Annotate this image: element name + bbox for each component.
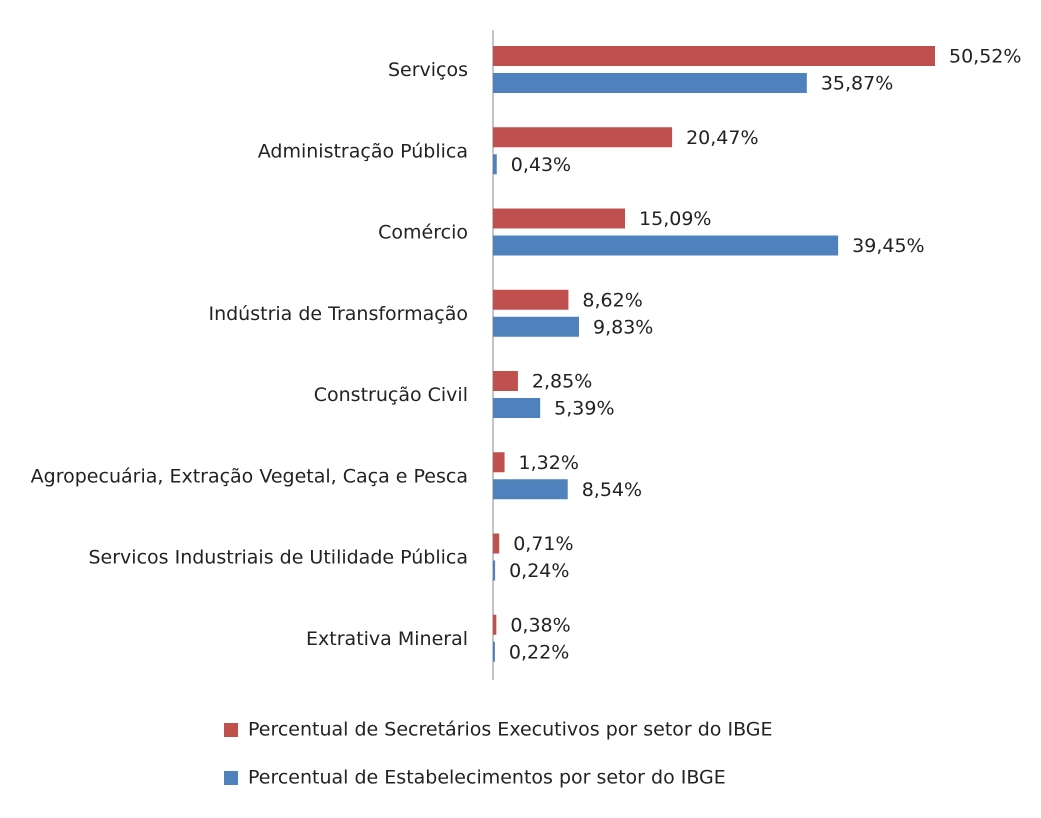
bar: [493, 614, 497, 635]
bar: [493, 479, 568, 500]
value-label: 0,43%: [511, 154, 571, 176]
bar: [493, 316, 580, 337]
category-label: Extrativa Mineral: [306, 628, 468, 650]
bar: [493, 533, 500, 554]
bar: [493, 73, 807, 93]
category-label: Serviços: [388, 59, 468, 81]
bar: [493, 452, 505, 473]
bar: [493, 208, 626, 229]
value-label: 15,09%: [639, 208, 711, 230]
bar: [493, 398, 541, 418]
bar: [493, 46, 935, 66]
value-label: 0,71%: [513, 533, 573, 555]
value-label: 35,87%: [821, 73, 893, 95]
value-label: 2,85%: [532, 371, 592, 393]
legend-label: Percentual de Estabelecimentos por setor…: [248, 767, 726, 789]
category-label: Construção Civil: [314, 384, 468, 406]
bar: [493, 371, 518, 391]
value-label: 0,22%: [509, 641, 569, 663]
bar: [493, 641, 495, 662]
bar: [493, 289, 569, 310]
value-label: 9,83%: [593, 316, 653, 338]
value-label: 5,39%: [554, 398, 614, 420]
bar: [493, 235, 839, 256]
value-label: 8,54%: [582, 479, 642, 501]
value-label: 20,47%: [686, 127, 758, 149]
value-label: 39,45%: [852, 235, 924, 257]
category-label: Comércio: [378, 222, 468, 244]
bar: [493, 154, 497, 175]
value-label: 8,62%: [582, 289, 642, 311]
value-label: 1,32%: [519, 452, 579, 474]
bar: [493, 127, 673, 148]
value-label: 50,52%: [949, 46, 1021, 68]
legend-swatch: [224, 771, 238, 785]
value-label: 0,38%: [510, 614, 570, 636]
category-label: Administração Pública: [258, 140, 468, 162]
category-label: Servicos Industriais de Utilidade Públic…: [89, 547, 469, 569]
value-label: 0,24%: [509, 560, 569, 582]
legend-swatch: [224, 723, 238, 737]
legend-label: Percentual de Secretários Executivos por…: [248, 719, 773, 741]
category-label: Agropecuária, Extração Vegetal, Caça e P…: [31, 465, 468, 487]
bar: [493, 560, 496, 581]
category-label: Indústria de Transformação: [208, 303, 468, 325]
